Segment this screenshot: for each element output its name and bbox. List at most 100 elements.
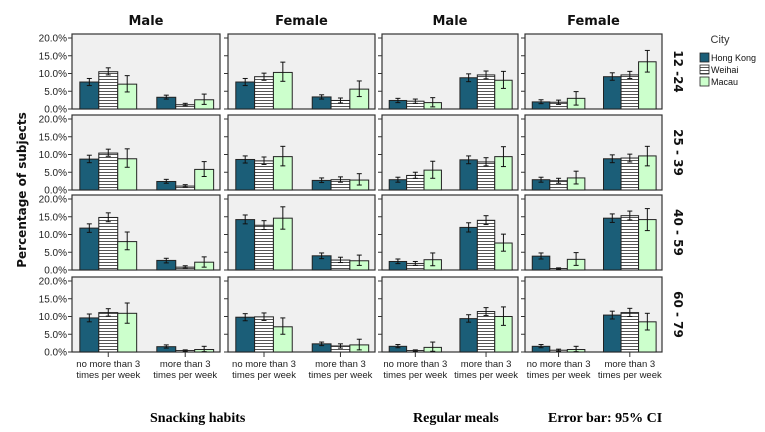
row-label: 60 - 79 [671,291,685,338]
legend-swatch-weihai [699,64,710,75]
column-title: Male [129,14,164,29]
bar-weihai [476,219,496,271]
legend-label-macau: Macau [711,77,738,87]
panel [224,114,376,191]
legend-swatch-macau [699,76,710,87]
bar-weihai [254,76,274,110]
bar-hong-kong [603,314,622,353]
y-tick-label: 15.0% [39,132,67,143]
x-category-label: times per week [598,370,662,381]
y-tick-label: 0.0% [44,186,67,197]
bar-hong-kong [603,158,622,191]
y-tick-label: 5.0% [44,330,67,341]
bar-weihai [254,316,274,353]
x-category-label: times per week [76,370,140,381]
bar-hong-kong [459,318,478,353]
y-axis-label: Percentage of subjects [15,112,29,268]
row-label: 40 - 59 [671,209,685,256]
panel [521,114,663,191]
panel [378,114,519,191]
y-tick-label: 0.0% [44,105,67,116]
y-tick-label: 5.0% [44,248,67,259]
x-category-label: times per week [454,370,518,381]
bar-hong-kong [235,219,256,271]
y-tick-label: 5.0% [44,168,67,179]
y-tick-label: 10.0% [39,312,67,323]
footer-error-note: Error bar: 95% CI [548,411,663,426]
bar-hong-kong [459,226,478,271]
x-category-label: more than 3 [315,359,366,370]
legend-title: City [711,34,730,46]
y-tick-label: 10.0% [39,230,67,241]
bar-hong-kong [459,77,478,110]
y-tick-label: 20.0% [39,277,67,288]
bar-hong-kong [459,159,478,191]
bar-weihai [98,312,119,353]
legend-label-weihai: Weihai [711,65,738,75]
row-label: 25 - 39 [671,129,685,176]
x-category-label: more than 3 [604,359,655,370]
x-category-label: times per week [309,370,373,381]
y-tick-label: 10.0% [39,69,67,80]
bar-hong-kong [79,227,100,271]
bar-hong-kong [603,76,622,110]
footer-regular-meals: Regular meals [413,411,499,426]
bar-weihai [620,157,640,191]
x-category-label: no more than 3 [232,359,296,370]
panel: 0.0% 5.0% 10.0% 15.0% 20.0% [39,194,221,277]
legend: City Hong Kong Weihai Macau [699,34,756,87]
y-tick-label: 20.0% [39,34,67,45]
y-tick-label: 0.0% [44,348,67,359]
y-tick-label: 0.0% [44,266,67,277]
panel [224,33,376,110]
x-category-label: no more than 3 [527,359,591,370]
x-category-label: times per week [383,370,447,381]
bar-hong-kong [79,317,100,353]
column-title: Male [433,14,468,29]
x-category-label: times per week [153,370,217,381]
x-category-label: more than 3 [461,359,512,370]
bar-weihai [620,74,640,110]
panel [521,194,663,271]
panel [521,33,663,110]
bar-weihai [254,224,274,271]
bar-weihai [98,71,119,110]
bar-weihai [476,311,496,353]
bar-hong-kong [79,158,100,191]
y-tick-label: 10.0% [39,150,67,161]
column-title: Female [275,14,328,29]
column-title: Female [567,14,620,29]
bar-weihai [254,160,274,191]
x-category-label: more than 3 [160,359,211,370]
y-tick-label: 15.0% [39,212,67,223]
y-tick-label: 20.0% [39,195,67,206]
legend-label-hong-kong: Hong Kong [711,53,756,63]
panel: 0.0%5.0%10.0%15.0%20.0%no more than 3tim… [39,276,221,381]
footer-snacking-habits: Snacking habits [150,411,246,426]
bar-hong-kong [235,158,256,191]
y-tick-label: 15.0% [39,51,67,62]
panel: 0.0% 5.0% 10.0% 15.0% 20.0% [39,114,221,197]
panel [378,194,519,271]
panels: 0.0%5.0%10.0%15.0%20.0%0.0%5.0%10.0%15.0… [39,33,663,381]
bar-weihai [620,215,640,271]
bar-hong-kong [603,217,622,271]
bar-weihai [620,312,640,353]
y-tick-label: 20.0% [39,115,67,126]
x-category-label: no more than 3 [76,359,140,370]
bar-weihai [476,74,496,110]
y-tick-label: 5.0% [44,87,67,98]
row-label: 12 -24 [671,50,685,93]
bar-weihai [98,152,119,191]
bar-hong-kong [235,316,256,353]
x-category-label: times per week [232,370,296,381]
panel [224,194,376,271]
y-tick-label: 15.0% [39,294,67,305]
x-category-label: no more than 3 [383,359,447,370]
panel [378,33,519,110]
bar-weihai [98,216,119,271]
